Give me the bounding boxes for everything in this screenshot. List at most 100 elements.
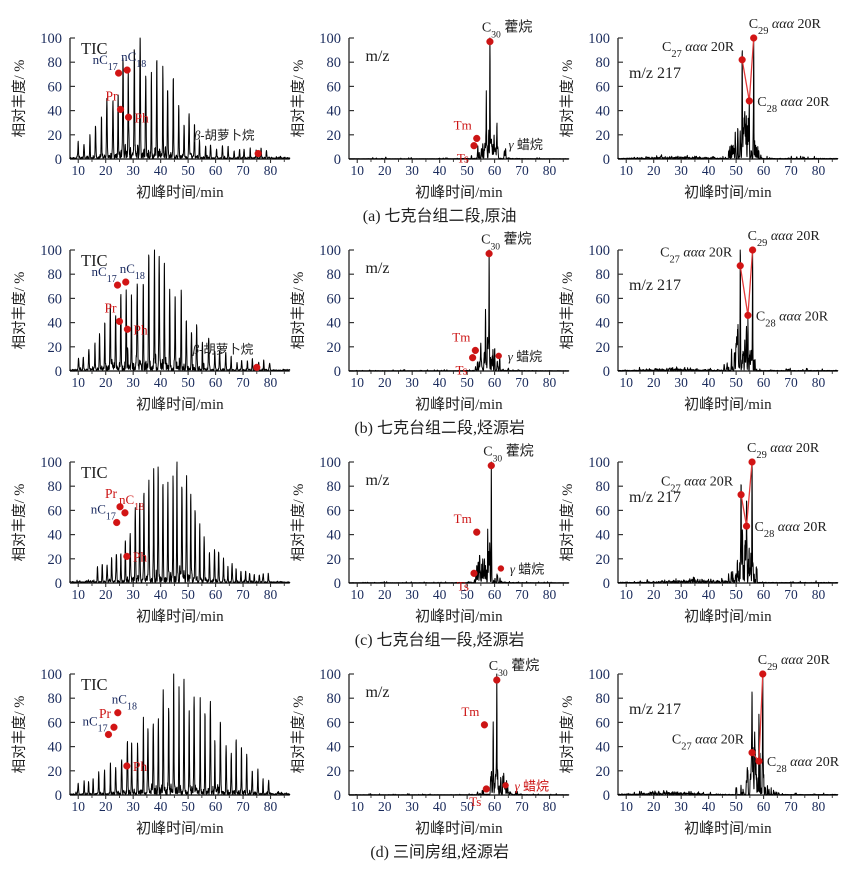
svg-text:80: 80 <box>596 55 611 71</box>
svg-text:80: 80 <box>596 267 611 283</box>
svg-text:40: 40 <box>327 104 342 120</box>
svg-text:60: 60 <box>757 799 771 814</box>
svg-text:TIC: TIC <box>81 463 108 482</box>
svg-text:60: 60 <box>48 79 63 95</box>
svg-text:20: 20 <box>596 552 611 568</box>
svg-text:50: 50 <box>729 587 743 602</box>
svg-text:80: 80 <box>264 799 278 814</box>
svg-text:60: 60 <box>757 375 771 390</box>
svg-text:30: 30 <box>405 375 419 390</box>
svg-text:40: 40 <box>433 375 447 390</box>
svg-text:0: 0 <box>55 788 62 804</box>
svg-text:m/z: m/z <box>365 684 389 701</box>
svg-text:40: 40 <box>48 316 63 332</box>
svg-text:20: 20 <box>99 587 113 602</box>
svg-text:100: 100 <box>319 31 341 47</box>
svg-text:80: 80 <box>812 375 826 390</box>
svg-text:10: 10 <box>71 375 85 390</box>
svg-text:100: 100 <box>319 667 341 683</box>
svg-text:50: 50 <box>181 799 195 814</box>
svg-text:80: 80 <box>264 587 278 602</box>
svg-text:60: 60 <box>327 79 342 95</box>
svg-text:60: 60 <box>488 587 502 602</box>
svg-text:m/z 217: m/z 217 <box>629 65 681 82</box>
svg-text:70: 70 <box>236 163 250 178</box>
svg-text:20: 20 <box>327 128 342 144</box>
svg-text:100: 100 <box>588 243 610 259</box>
svg-text:β-胡萝卜烷: β-胡萝卜烷 <box>192 342 254 356</box>
svg-text:70: 70 <box>784 587 798 602</box>
svg-text:10: 10 <box>619 375 633 390</box>
svg-text:初峰时间/min: 初峰时间/min <box>415 184 503 201</box>
svg-text:相对丰度/ %: 相对丰度/ % <box>290 484 307 562</box>
svg-text:20: 20 <box>99 375 113 390</box>
svg-text:40: 40 <box>327 528 342 544</box>
svg-text:初峰时间/min: 初峰时间/min <box>684 396 772 413</box>
svg-text:Pr: Pr <box>99 706 112 721</box>
svg-text:70: 70 <box>515 799 529 814</box>
svg-text:30: 30 <box>674 587 688 602</box>
svg-text:10: 10 <box>619 163 633 178</box>
svg-text:50: 50 <box>729 163 743 178</box>
svg-text:相对丰度/ %: 相对丰度/ % <box>290 696 307 774</box>
svg-text:Pr: Pr <box>105 486 118 501</box>
svg-text:80: 80 <box>596 479 611 495</box>
svg-text:40: 40 <box>596 104 611 120</box>
svg-text:70: 70 <box>236 799 250 814</box>
svg-text:60: 60 <box>48 503 63 519</box>
svg-text:40: 40 <box>433 587 447 602</box>
svg-text:(c) 七克台组一段,烃源岩: (c) 七克台组一段,烃源岩 <box>355 631 525 649</box>
svg-text:60: 60 <box>757 163 771 178</box>
svg-text:100: 100 <box>588 455 610 471</box>
svg-text:(d) 三间房组,烃源岩: (d) 三间房组,烃源岩 <box>370 843 509 861</box>
svg-text:20: 20 <box>596 128 611 144</box>
svg-text:0: 0 <box>55 152 62 168</box>
svg-text:70: 70 <box>784 799 798 814</box>
svg-text:20: 20 <box>327 764 342 780</box>
svg-text:80: 80 <box>48 55 63 71</box>
svg-text:β-胡萝卜烷: β-胡萝卜烷 <box>193 129 255 143</box>
svg-text:初峰时间/min: 初峰时间/min <box>136 820 224 837</box>
svg-text:40: 40 <box>154 799 168 814</box>
svg-text:40: 40 <box>433 799 447 814</box>
svg-text:60: 60 <box>327 291 342 307</box>
svg-text:(a) 七克台组二段,原油: (a) 七克台组二段,原油 <box>363 207 517 225</box>
svg-text:40: 40 <box>48 528 63 544</box>
svg-text:10: 10 <box>350 799 364 814</box>
svg-text:20: 20 <box>378 799 392 814</box>
svg-text:Tm: Tm <box>452 329 470 344</box>
svg-text:70: 70 <box>236 587 250 602</box>
svg-text:30: 30 <box>126 163 140 178</box>
svg-text:30: 30 <box>126 587 140 602</box>
svg-text:相对丰度/ %: 相对丰度/ % <box>11 272 28 350</box>
svg-text:相对丰度/ %: 相对丰度/ % <box>11 60 28 138</box>
svg-text:初峰时间/min: 初峰时间/min <box>684 184 772 201</box>
svg-text:40: 40 <box>327 740 342 756</box>
svg-text:20: 20 <box>596 340 611 356</box>
svg-text:20: 20 <box>48 552 63 568</box>
svg-text:Ts: Ts <box>457 151 469 166</box>
svg-text:初峰时间/min: 初峰时间/min <box>684 608 772 625</box>
svg-text:20: 20 <box>48 128 63 144</box>
svg-text:20: 20 <box>378 375 392 390</box>
svg-text:初峰时间/min: 初峰时间/min <box>136 608 224 625</box>
svg-text:30: 30 <box>405 163 419 178</box>
svg-text:80: 80 <box>264 375 278 390</box>
svg-text:Ts: Ts <box>456 363 468 378</box>
svg-text:Tm: Tm <box>454 511 472 526</box>
svg-text:m/z: m/z <box>365 260 389 277</box>
svg-text:10: 10 <box>350 163 364 178</box>
svg-text:20: 20 <box>327 552 342 568</box>
svg-text:60: 60 <box>488 375 502 390</box>
svg-text:10: 10 <box>350 587 364 602</box>
svg-text:40: 40 <box>154 163 168 178</box>
svg-text:初峰时间/min: 初峰时间/min <box>136 396 224 413</box>
svg-text:0: 0 <box>603 788 610 804</box>
svg-text:50: 50 <box>181 163 195 178</box>
svg-text:10: 10 <box>619 799 633 814</box>
svg-text:40: 40 <box>702 375 716 390</box>
svg-text:60: 60 <box>488 799 502 814</box>
svg-text:Ph: Ph <box>135 110 150 125</box>
svg-text:80: 80 <box>543 587 557 602</box>
svg-text:Pr: Pr <box>104 300 117 315</box>
